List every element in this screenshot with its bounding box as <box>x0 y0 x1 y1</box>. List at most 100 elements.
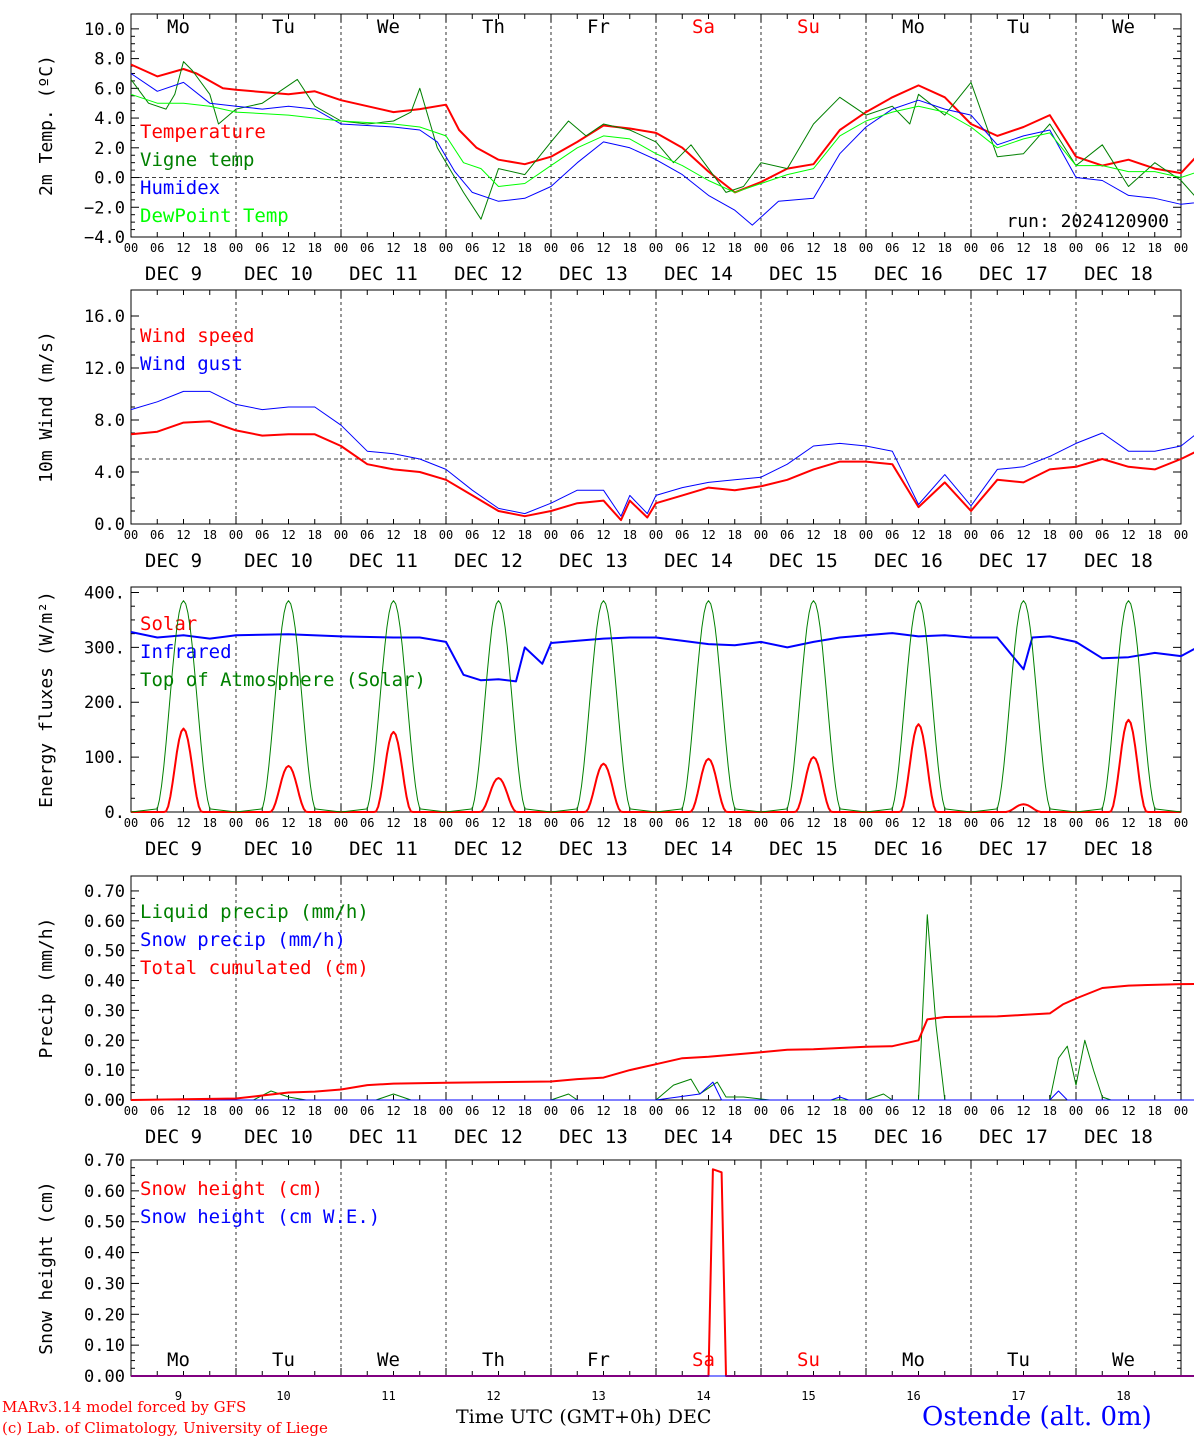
y-tick-label: 8.0 <box>94 411 125 431</box>
x-hour-label: 18 <box>203 1104 217 1118</box>
x-hour-label: 00 <box>964 528 978 542</box>
x-hour-label: 12 <box>491 241 505 255</box>
x-hour-label: 06 <box>1095 241 1109 255</box>
x-hour-label: 06 <box>570 816 584 830</box>
day-number-label: 14 <box>696 1389 710 1403</box>
x-hour-label: 12 <box>386 241 400 255</box>
x-date-label: DEC 14 <box>664 550 733 572</box>
x-hour-label: 18 <box>308 528 322 542</box>
x-hour-label: 06 <box>570 241 584 255</box>
x-hour-label: 18 <box>518 241 532 255</box>
x-hour-label: 06 <box>255 816 269 830</box>
x-date-label: DEC 17 <box>979 838 1048 860</box>
y-tick-label: 0.50 <box>84 1213 125 1233</box>
x-hour-label: 06 <box>570 1104 584 1118</box>
x-hour-label: 00 <box>964 816 978 830</box>
x-hour-label: 12 <box>806 1104 820 1118</box>
x-hour-label: 18 <box>728 1104 742 1118</box>
x-hour-label: 12 <box>806 241 820 255</box>
legend-entry: Snow height (cm) <box>140 1178 323 1200</box>
x-hour-label: 18 <box>938 1104 952 1118</box>
x-hour-label: 12 <box>1121 528 1135 542</box>
run-annotation: run: 2024120900 <box>1006 211 1169 232</box>
x-hour-label: 00 <box>754 528 768 542</box>
y-tick-label: 0.30 <box>84 1274 125 1294</box>
legend-entry: Wind gust <box>140 353 243 375</box>
series-line-top-of-atmosphere-solar- <box>130 600 1182 813</box>
x-hour-label: 06 <box>780 528 794 542</box>
y-tick-label: 400. <box>84 583 125 603</box>
x-hour-label: 06 <box>675 816 689 830</box>
x-hour-label: 12 <box>386 816 400 830</box>
x-date-label: DEC 11 <box>349 263 418 285</box>
x-hour-label: 06 <box>675 241 689 255</box>
panel-energy: 0. 100. 200. 300. 400. Energy fluxes (W/m²) 00… <box>36 583 1194 860</box>
x-hour-label: 18 <box>1148 528 1162 542</box>
x-hour-label: 18 <box>833 1104 847 1118</box>
x-hour-label: 18 <box>308 1104 322 1118</box>
x-hour-label: 12 <box>386 528 400 542</box>
x-date-label: DEC 15 <box>769 263 838 285</box>
weekday-label: Mo <box>167 1349 190 1371</box>
y-tick-label: 2.0 <box>94 139 125 159</box>
weekday-label: Su <box>797 1349 820 1371</box>
x-hour-label: 00 <box>754 1104 768 1118</box>
x-hour-label: 18 <box>413 816 427 830</box>
station-name: Ostende (alt. 0m) <box>922 1402 1152 1432</box>
series-line-dewpoint-temp <box>130 93 1194 193</box>
x-hour-label: 12 <box>1121 816 1135 830</box>
x-hour-label: 06 <box>150 241 164 255</box>
weekday-label: Mo <box>902 16 925 38</box>
y-tick-label: 16.0 <box>84 307 125 327</box>
x-hour-label: 06 <box>1095 528 1109 542</box>
x-date-label: DEC 11 <box>349 550 418 572</box>
legend-entry: DewPoint Temp <box>140 205 289 227</box>
x-date-label: DEC 12 <box>454 1126 523 1148</box>
lab-credit: (c) Lab. of Climatology, University of L… <box>2 1419 328 1437</box>
x-hour-label: 06 <box>780 241 794 255</box>
x-hour-label: 18 <box>1148 1104 1162 1118</box>
x-hour-label: 06 <box>885 241 899 255</box>
x-hour-label: 18 <box>518 528 532 542</box>
x-hour-label: 12 <box>911 816 925 830</box>
x-hour-label: 12 <box>1121 241 1135 255</box>
x-date-label: DEC 9 <box>145 838 202 860</box>
x-hour-label: 18 <box>1148 241 1162 255</box>
x-hour-label: 18 <box>728 528 742 542</box>
day-number-label: 18 <box>1116 1389 1130 1403</box>
x-hour-label: 00 <box>229 1104 243 1118</box>
day-number-label: 13 <box>591 1389 605 1403</box>
x-hour-label: 12 <box>596 1104 610 1118</box>
y-tick-label: 0.00 <box>84 1367 125 1387</box>
x-hour-label: 00 <box>229 528 243 542</box>
plot-frame <box>130 13 1182 238</box>
y-tick-label: 10.0 <box>84 20 125 40</box>
legend-entry: Top of Atmosphere (Solar) <box>140 669 426 691</box>
x-hour-label: 06 <box>885 816 899 830</box>
x-hour-label: 18 <box>203 528 217 542</box>
x-date-label: DEC 18 <box>1084 550 1153 572</box>
x-hour-label: 12 <box>806 816 820 830</box>
weekday-label: We <box>377 1349 400 1371</box>
x-date-label: DEC 11 <box>349 838 418 860</box>
x-hour-label: 06 <box>360 816 374 830</box>
x-hour-label: 00 <box>859 241 873 255</box>
x-hour-label: 18 <box>413 1104 427 1118</box>
x-hour-label: 00 <box>334 241 348 255</box>
x-hour-label: 06 <box>465 241 479 255</box>
x-date-label: DEC 14 <box>664 1126 733 1148</box>
x-hour-label: 00 <box>1174 241 1188 255</box>
x-hour-label: 00 <box>544 816 558 830</box>
x-hour-label: 12 <box>911 528 925 542</box>
x-hour-label: 12 <box>386 1104 400 1118</box>
weekday-label: Th <box>482 1349 505 1371</box>
x-hour-label: 00 <box>229 816 243 830</box>
y-axis-label: 10m Wind (m/s) <box>36 331 57 483</box>
series-line-humidex <box>130 73 1194 226</box>
x-hour-label: 00 <box>544 1104 558 1118</box>
x-hour-label: 00 <box>649 816 663 830</box>
x-date-label: DEC 15 <box>769 550 838 572</box>
y-tick-label: −2.0 <box>84 198 125 218</box>
series-line-infrared <box>130 631 1194 683</box>
series-line-temperature <box>130 63 1194 194</box>
